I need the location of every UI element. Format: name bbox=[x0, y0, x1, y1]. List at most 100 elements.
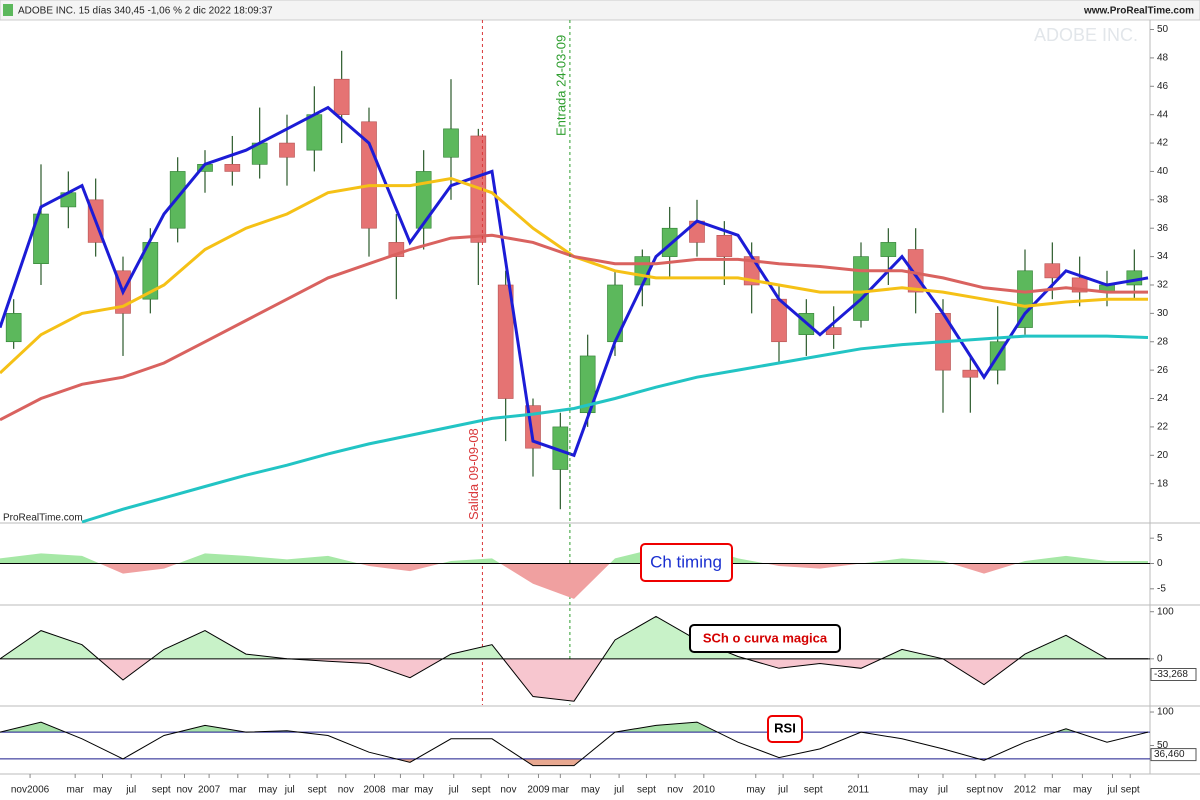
candle-body bbox=[415, 171, 432, 229]
y-tick-label: 24 bbox=[1157, 393, 1169, 404]
header-title: ADOBE INC. 15 días 340,45 -1,06 % 2 dic … bbox=[18, 6, 273, 17]
x-tick-label: jul bbox=[777, 785, 788, 796]
y-tick-label: 5 bbox=[1157, 533, 1163, 544]
y-tick-label: 44 bbox=[1157, 109, 1169, 120]
candle-body bbox=[224, 164, 241, 172]
y-tick-label: 0 bbox=[1157, 558, 1163, 569]
box bbox=[767, 715, 803, 743]
header-bar bbox=[0, 0, 1200, 21]
y-tick-label: 38 bbox=[1157, 194, 1169, 205]
label-box: RSI bbox=[767, 715, 803, 743]
current-label: 36,460 bbox=[1154, 749, 1185, 760]
x-tick-label: nov bbox=[500, 785, 516, 796]
x-tick-label: 2007 bbox=[198, 785, 221, 796]
candle-body bbox=[716, 235, 733, 257]
x-tick-label: nov2006 bbox=[11, 785, 50, 796]
candle-body bbox=[443, 128, 459, 158]
x-tick-label: sept bbox=[1121, 785, 1140, 796]
x-tick-label: 2011 bbox=[848, 785, 870, 796]
x-tick-label: mar bbox=[229, 785, 247, 796]
y-tick-label: 42 bbox=[1157, 138, 1169, 149]
candle-body bbox=[306, 114, 323, 151]
x-tick-label: mar bbox=[392, 785, 410, 796]
x-tick-label: sept bbox=[152, 785, 171, 796]
x-tick-label: may bbox=[93, 785, 112, 796]
x-tick-label: nov bbox=[176, 785, 192, 796]
candle-body bbox=[853, 256, 869, 321]
x-tick-label: jul bbox=[448, 785, 459, 796]
y-tick-label: 40 bbox=[1157, 166, 1169, 177]
x-tick-label: may bbox=[258, 785, 277, 796]
watermark: ADOBE INC. bbox=[1034, 25, 1138, 45]
x-tick-label: nov bbox=[338, 785, 354, 796]
candle-body bbox=[169, 171, 186, 229]
y-tick-label: 100 bbox=[1157, 707, 1174, 718]
x-tick-label: mar bbox=[1044, 785, 1062, 796]
x-tick-label: may bbox=[909, 785, 928, 796]
y-tick-label: 50 bbox=[1157, 740, 1169, 751]
ma-line bbox=[0, 233, 1148, 422]
area-negative bbox=[99, 563, 1017, 599]
candle-body bbox=[279, 142, 295, 158]
x-tick-label: may bbox=[746, 785, 765, 796]
y-tick-label: 32 bbox=[1157, 280, 1169, 291]
candle-body bbox=[661, 227, 678, 257]
x-tick-label: jul bbox=[937, 785, 948, 796]
candle-body bbox=[33, 213, 49, 264]
current-label: -33,268 bbox=[1154, 669, 1188, 680]
candle-body bbox=[1044, 263, 1061, 279]
x-tick-label: sept bbox=[308, 785, 327, 796]
event-label: Salida 09-09-08 bbox=[466, 428, 481, 520]
candle-body bbox=[497, 284, 514, 399]
y-tick-label: 22 bbox=[1157, 422, 1169, 433]
rsi-line bbox=[0, 721, 1149, 767]
x-tick-label: may bbox=[581, 785, 600, 796]
x-tick-label: sept bbox=[804, 785, 823, 796]
y-tick-label: 48 bbox=[1157, 53, 1169, 64]
y-tick-label: 28 bbox=[1157, 336, 1169, 347]
source: ProRealTime.com bbox=[3, 513, 83, 524]
logo bbox=[3, 4, 13, 16]
label-box: Ch timing bbox=[640, 543, 733, 582]
box bbox=[640, 543, 733, 582]
x-tick-label: mar bbox=[67, 785, 85, 796]
current-box bbox=[1150, 748, 1197, 762]
y-tick-label: 18 bbox=[1157, 478, 1169, 489]
x-tick-label: may bbox=[1073, 785, 1092, 796]
x-tick-label: jul bbox=[125, 785, 136, 796]
candle-body bbox=[579, 355, 596, 414]
x-tick-label: sept bbox=[637, 785, 656, 796]
current-box bbox=[1150, 668, 1197, 682]
y-tick-label: 0 bbox=[1157, 653, 1163, 664]
area-positive bbox=[0, 616, 1148, 659]
x-tick-label: mar bbox=[552, 785, 570, 796]
candle-body bbox=[962, 369, 979, 378]
y-tick-label: 34 bbox=[1157, 251, 1169, 262]
y-tick-label: 26 bbox=[1157, 365, 1169, 376]
ma-line bbox=[0, 105, 1149, 458]
y-tick-label: 36 bbox=[1157, 223, 1169, 234]
x-tick-label: nov bbox=[987, 785, 1003, 796]
x-tick-label: 2010 bbox=[693, 785, 716, 796]
candle-body bbox=[333, 78, 350, 115]
event-label: Entrada 24-03-09 bbox=[553, 35, 568, 136]
x-tick-label: sept bbox=[966, 785, 985, 796]
header-site: www.ProRealTime.com bbox=[1083, 6, 1194, 17]
x-tick-label: may bbox=[414, 785, 433, 796]
x-tick-label: 2009 bbox=[527, 785, 550, 796]
panel-title: SCh o curva magica bbox=[703, 630, 828, 645]
panel-title: RSI bbox=[774, 720, 796, 735]
y-tick-label: 50 bbox=[1157, 24, 1169, 35]
y-tick-label: 46 bbox=[1157, 81, 1169, 92]
x-tick-label: jul bbox=[284, 785, 295, 796]
x-tick-label: sept bbox=[472, 785, 491, 796]
y-tick-label: -5 bbox=[1157, 583, 1166, 594]
x-tick-label: 2008 bbox=[363, 785, 386, 796]
box bbox=[689, 624, 841, 653]
label-box: SCh o curva magica bbox=[689, 624, 841, 653]
ma-line bbox=[81, 334, 1149, 524]
candle-body bbox=[880, 242, 897, 257]
y-tick-label: 100 bbox=[1157, 606, 1174, 617]
area-positive bbox=[0, 545, 1148, 564]
